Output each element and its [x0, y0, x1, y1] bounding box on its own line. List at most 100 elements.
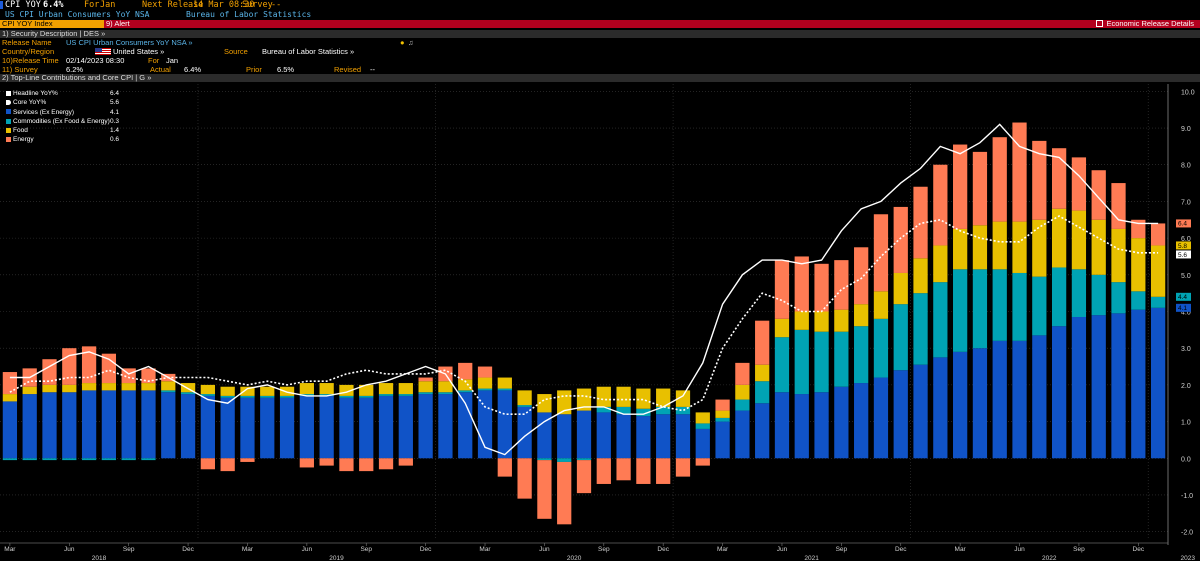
bar-segment [596, 406, 611, 413]
bar-segment [62, 458, 77, 461]
x-year-label: 2021 [804, 555, 819, 561]
bulb-icon[interactable]: ● [400, 38, 405, 47]
right-value-labels: 6.4 5.8 5.6 4.4 4.1 [1176, 219, 1191, 312]
bar-segment [141, 390, 156, 459]
bar-segment [477, 388, 493, 391]
chart-lines [9, 123, 1159, 456]
x-year-label: 2018 [92, 555, 107, 561]
bar-segment [537, 460, 552, 519]
bar-segment [180, 394, 196, 459]
legend-value: 5.6 [110, 99, 120, 107]
bar-segment [101, 458, 117, 461]
bar-segment [1111, 282, 1126, 314]
legend-item: Headline YoY% 6.4 [6, 89, 119, 98]
bar-segment [319, 395, 334, 459]
bar-segment [616, 406, 631, 415]
bar-segment [953, 144, 968, 229]
value-label-text: 5.8 [1178, 243, 1187, 250]
bar-segment [517, 405, 532, 407]
bar-segment [1111, 228, 1126, 283]
bar-segment [1131, 309, 1146, 459]
x-year-label: 2022 [1042, 555, 1057, 561]
bar-segment [893, 272, 908, 305]
bar-segment [42, 384, 57, 393]
survey-field-value: 6.2% [66, 65, 84, 74]
bar-segment [735, 399, 750, 411]
economic-release-details-link[interactable]: Economic Release Details [1096, 19, 1194, 28]
bar-segment [438, 394, 453, 459]
bar-segment [438, 392, 453, 395]
survey-field-label: 11) Survey [2, 65, 38, 74]
bar-segment [220, 395, 235, 398]
bar-segment [200, 458, 215, 470]
bar-segment [695, 423, 710, 429]
chart-section-bar[interactable]: 2) Top-Line Contributions and Core CPI |… [0, 74, 1200, 82]
ticker-name: CPI YOY [5, 0, 41, 10]
bar-segment [180, 392, 196, 395]
bar-segment [893, 304, 908, 371]
bar-segment [299, 383, 314, 395]
x-year-label: 2023 [1181, 555, 1196, 561]
bar-segment [1091, 219, 1106, 275]
bar-segment [2, 394, 18, 402]
bar-segment [62, 384, 77, 393]
bar-segment [1071, 317, 1087, 459]
bar-segment [517, 458, 532, 499]
bar-segment [814, 331, 829, 393]
source-value[interactable]: Bureau of Labor Statistics » [262, 47, 355, 56]
bar-segment [477, 366, 493, 378]
bar-segment [913, 293, 928, 365]
x-year-label: 2019 [329, 555, 344, 561]
bar-segment [260, 395, 275, 398]
tab-index[interactable]: CPI YOY Index [0, 20, 106, 28]
bar-segment [675, 390, 691, 407]
bar-segment [953, 228, 968, 270]
tab-alert[interactable]: 9) Alert [104, 20, 296, 28]
x-month-label: Mar [955, 546, 967, 553]
bar-segment [2, 401, 18, 459]
bar-segment [378, 395, 394, 459]
bar-segment [794, 394, 809, 459]
bar-segment [240, 397, 255, 459]
bar-segment [1091, 170, 1106, 220]
bar-segment [814, 311, 829, 332]
legend-swatch [6, 90, 11, 96]
ticker-value: 6.4% [43, 0, 64, 10]
bar-segment [755, 320, 770, 365]
bar-segment [972, 151, 988, 226]
x-axis: Mar Jun Sep Dec Mar Jun Sep Dec Mar Jun Sep Dec Mar J… [0, 542, 1196, 561]
legend-item: Core YoY% 5.6 [6, 98, 119, 107]
bar-segment [161, 390, 176, 393]
security-description-bar[interactable]: 1) Security Description | DES » [0, 30, 1200, 38]
y-tick-label: 6.0 [1181, 236, 1191, 243]
bar-segment [240, 458, 255, 462]
for-value: Jan [100, 0, 116, 10]
bar-segment [240, 395, 255, 398]
bar-segment [497, 458, 512, 477]
bar-segment [656, 458, 671, 484]
bar-segment [1012, 272, 1027, 341]
bar-segment [972, 348, 988, 459]
y-tick-label: 7.0 [1181, 199, 1191, 206]
release-name-value[interactable]: US CPI Urban Consumers YoY NSA » [66, 38, 193, 47]
bar-segment [359, 397, 374, 459]
bar-segment [755, 364, 770, 382]
bar-segment [715, 417, 730, 422]
bar-segment [1051, 148, 1067, 209]
bar-segment [121, 390, 136, 459]
bar-segment [913, 258, 928, 294]
bar-segment [260, 397, 275, 459]
actual-value: 6.4% [184, 65, 202, 74]
next-release-value: 14 Mar 08:30 [193, 0, 255, 10]
survey-value: -- [271, 0, 282, 10]
legend-label: Core YoY% [13, 99, 47, 107]
bar-segment [834, 331, 849, 387]
bar-segment [458, 379, 473, 391]
bar-segment [1032, 335, 1047, 459]
bell-icon[interactable]: ♫ [408, 38, 414, 47]
bar-segment [1150, 223, 1166, 246]
x-month-label: Mar [479, 546, 491, 553]
country-value[interactable]: United States » [113, 47, 165, 56]
bar-segment [378, 458, 394, 470]
legend-swatch [6, 109, 11, 115]
